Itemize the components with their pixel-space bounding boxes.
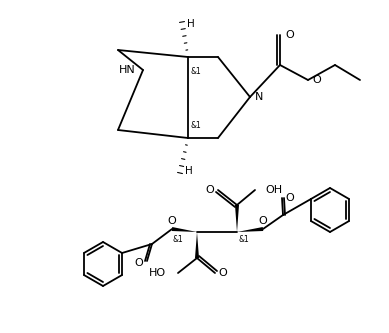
Text: &1: &1 (191, 67, 202, 76)
Text: N: N (255, 92, 263, 102)
Text: O: O (135, 258, 144, 268)
Text: O: O (285, 30, 294, 40)
Text: O: O (168, 216, 176, 226)
Text: HN: HN (119, 65, 136, 75)
Text: &1: &1 (191, 122, 202, 131)
Polygon shape (195, 232, 199, 258)
Polygon shape (235, 205, 239, 232)
Text: O: O (286, 193, 294, 203)
Text: &1: &1 (239, 235, 250, 244)
Text: O: O (312, 75, 321, 85)
Text: O: O (259, 216, 267, 226)
Polygon shape (237, 227, 263, 232)
Text: O: O (206, 185, 214, 195)
Text: &1: &1 (172, 235, 183, 244)
Polygon shape (172, 227, 197, 232)
Text: O: O (219, 268, 228, 278)
Text: H: H (187, 19, 195, 29)
Text: HO: HO (149, 268, 166, 278)
Text: OH: OH (265, 185, 282, 195)
Text: H: H (185, 166, 193, 176)
